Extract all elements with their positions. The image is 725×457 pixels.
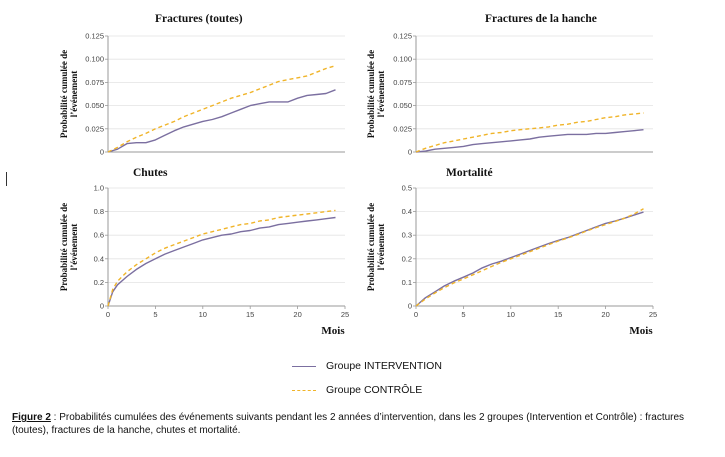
y-tick-label: 0.4 bbox=[402, 207, 412, 216]
legend-label-intervention: Groupe INTERVENTION bbox=[326, 360, 442, 372]
caption-text: : Probabilités cumulées des événements s… bbox=[12, 412, 685, 436]
legend-item-controle: Groupe CONTRÔLE bbox=[292, 382, 422, 398]
chart-panel-1: 0 0.025 0.050 0.075 0.100 0.125 Fractures (tou… bbox=[59, 13, 345, 157]
figure-caption: Figure 2 : Probabilités cumulées des évé… bbox=[12, 411, 712, 437]
y-tick-label: 0.4 bbox=[94, 254, 104, 263]
y-tick-label: 0 bbox=[408, 148, 412, 157]
y-tick-label: 0.100 bbox=[393, 55, 412, 64]
y-tick-label: 0.3 bbox=[402, 231, 412, 240]
legend: Groupe INTERVENTION Groupe CONTRÔLE bbox=[292, 356, 552, 400]
panel-title: Mortalité bbox=[446, 167, 493, 179]
y-axis-label: Probabilité cumulée del’événement bbox=[366, 50, 386, 138]
y-tick-label: 0 bbox=[100, 148, 104, 157]
x-tick-label: 25 bbox=[341, 310, 349, 319]
x-tick-label: 15 bbox=[554, 310, 562, 319]
legend-item-intervention: Groupe INTERVENTION bbox=[292, 358, 442, 374]
x-tick-label: 0 bbox=[414, 310, 418, 319]
y-tick-label: 0.075 bbox=[393, 78, 412, 87]
x-axis-label: Mois bbox=[629, 325, 653, 337]
y-tick-label: 0.100 bbox=[85, 55, 104, 64]
legend-swatch-intervention bbox=[292, 365, 316, 367]
y-tick-label: 0.125 bbox=[393, 32, 412, 41]
x-tick-label: 25 bbox=[649, 310, 657, 319]
y-axis-label: Probabilité cumulée del’événement bbox=[366, 203, 386, 291]
y-tick-label: 0.075 bbox=[85, 78, 104, 87]
x-tick-label: 10 bbox=[199, 310, 207, 319]
x-axis-label: Mois bbox=[321, 325, 345, 337]
panel-title: Chutes bbox=[133, 167, 168, 179]
x-tick-label: 20 bbox=[601, 310, 609, 319]
y-tick-label: 0.1 bbox=[402, 278, 412, 287]
chart-panel-4: 0 0.1 0.2 0.3 0.4 0.5 0 5 10 15 20 25 Mortalité Proba… bbox=[366, 167, 657, 337]
caption-label: Figure 2 bbox=[12, 412, 51, 423]
x-tick-label: 0 bbox=[106, 310, 110, 319]
y-axis-label: Probabilité cumulée del’événement bbox=[59, 203, 79, 291]
chart-panel-2: 0 0.025 0.050 0.075 0.100 0.125 Fractures de l… bbox=[366, 13, 653, 157]
y-tick-label: 0.025 bbox=[393, 124, 412, 133]
y-tick-label: 1.0 bbox=[94, 184, 104, 193]
y-tick-label: 0.5 bbox=[402, 184, 412, 193]
series-line-controle bbox=[415, 208, 644, 307]
margin-mark bbox=[6, 172, 7, 186]
x-tick-label: 15 bbox=[246, 310, 254, 319]
legend-label-controle: Groupe CONTRÔLE bbox=[326, 384, 423, 396]
chart-panel-3: 0 0.2 0.4 0.6 0.8 1.0 0 5 10 15 20 25 Chutes Probabil… bbox=[59, 167, 349, 337]
y-tick-label: 0.125 bbox=[85, 32, 104, 41]
legend-swatch-controle bbox=[292, 389, 316, 391]
y-tick-label: 0.025 bbox=[85, 124, 104, 133]
panel-title: Fractures de la hanche bbox=[485, 13, 597, 25]
x-tick-label: 10 bbox=[507, 310, 515, 319]
series-line-intervention bbox=[415, 211, 644, 307]
y-tick-label: 0.050 bbox=[85, 101, 104, 110]
y-tick-label: 0 bbox=[100, 302, 104, 311]
y-tick-label: 0.050 bbox=[393, 101, 412, 110]
y-tick-label: 0.8 bbox=[94, 207, 104, 216]
y-tick-label: 0.6 bbox=[94, 231, 104, 240]
series-line-intervention bbox=[415, 129, 644, 153]
x-tick-label: 5 bbox=[461, 310, 465, 319]
y-tick-label: 0 bbox=[408, 302, 412, 311]
x-tick-label: 20 bbox=[293, 310, 301, 319]
series-line-controle bbox=[107, 209, 336, 307]
y-tick-label: 0.2 bbox=[402, 254, 412, 263]
y-tick-label: 0.2 bbox=[94, 278, 104, 287]
series-line-intervention bbox=[107, 89, 336, 153]
x-tick-label: 5 bbox=[153, 310, 157, 319]
y-axis-label: Probabilité cumulée del’événement bbox=[59, 50, 79, 138]
series-line-controle bbox=[107, 65, 336, 153]
panel-title: Fractures (toutes) bbox=[155, 13, 243, 25]
series-line-intervention bbox=[107, 216, 336, 307]
